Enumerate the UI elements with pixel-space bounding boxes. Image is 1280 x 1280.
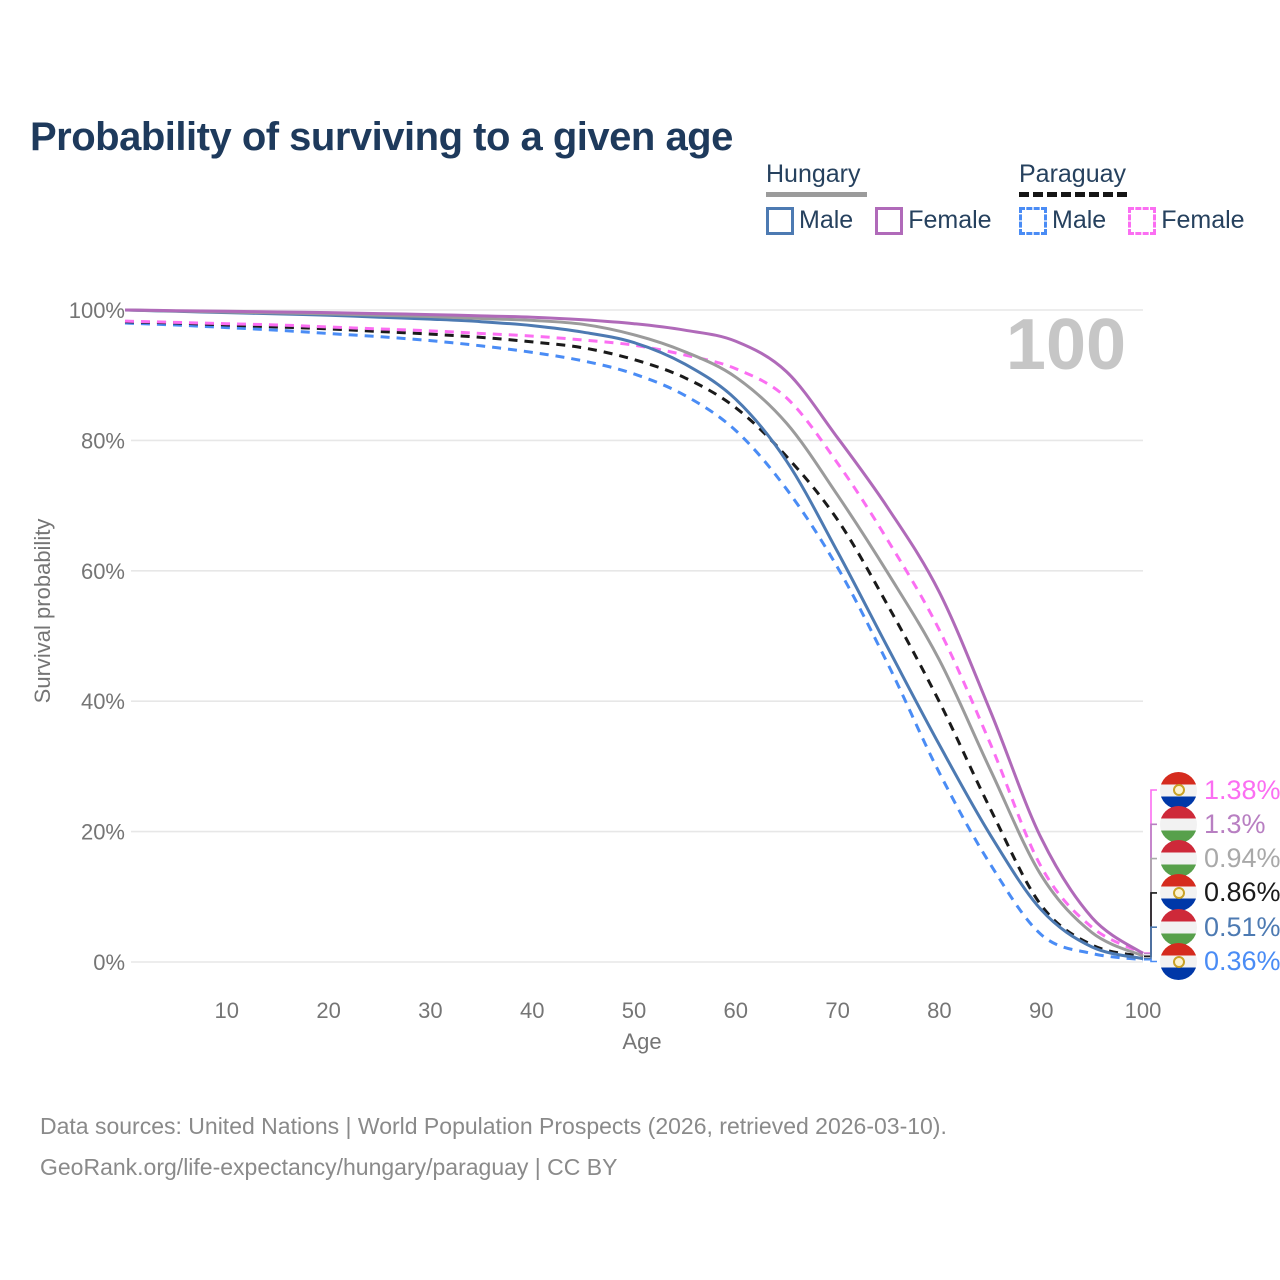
footer: Data sources: United Nations | World Pop… <box>40 1106 947 1188</box>
hungary-flag-icon <box>1160 805 1197 843</box>
x-tick-label: 60 <box>724 998 748 1023</box>
curve-hungary-average[interactable] <box>124 308 1144 958</box>
hovered-age-watermark: 100 <box>1006 305 1126 385</box>
x-axis-ticks: 10 20 30 40 50 60 70 80 90 100 <box>215 998 1162 1023</box>
legend-heading-hungary: Hungary <box>766 160 861 188</box>
legend-line-sample-solid <box>766 192 867 197</box>
end-label-row-hungary-average: 0.94% <box>1160 840 1280 878</box>
x-tick-label: 40 <box>520 998 544 1023</box>
x-tick-label: 20 <box>316 998 340 1023</box>
curve-paraguay-male[interactable] <box>124 321 1144 962</box>
y-tick-label: 80% <box>81 428 125 453</box>
legend-label-paraguay-female: Female <box>1161 206 1245 234</box>
x-axis-title: Age <box>622 1029 661 1054</box>
x-tick-label: 70 <box>825 998 849 1023</box>
footer-sources: Data sources: United Nations | World Pop… <box>40 1113 947 1139</box>
legend-swatch-hungary-female <box>875 206 904 235</box>
end-label-value: 0.36% <box>1204 946 1280 976</box>
legend-label-hungary-female: Female <box>908 206 992 234</box>
label-connectors <box>1144 789 1157 963</box>
x-tick-label: 50 <box>622 998 646 1023</box>
x-tick-label: 80 <box>927 998 951 1023</box>
y-tick-label: 40% <box>81 689 125 714</box>
y-tick-label: 0% <box>93 950 125 975</box>
hungary-flag-icon <box>1160 908 1197 946</box>
gridlines <box>131 309 1143 963</box>
legend-line-sample-dashed <box>1019 192 1127 197</box>
end-label-value: 1.38% <box>1204 774 1280 805</box>
y-axis-title: Survival probability <box>30 519 55 704</box>
survival-curves <box>124 308 1144 962</box>
x-tick-label: 30 <box>418 998 442 1023</box>
legend-group-hungary: Hungary Male Female <box>766 160 992 235</box>
legend-item-hungary-female[interactable]: Female <box>875 206 992 235</box>
end-label-row-hungary-female: 1.3% <box>1160 805 1266 843</box>
y-tick-label: 20% <box>81 820 125 845</box>
curve-paraguay-female[interactable] <box>124 319 1144 955</box>
x-tick-label: 10 <box>215 998 239 1023</box>
legend-item-paraguay-male[interactable]: Male <box>1019 206 1106 235</box>
end-label-value: 0.86% <box>1204 877 1280 908</box>
legend-swatch-hungary-male <box>766 206 794 235</box>
paraguay-flag-icon <box>1160 874 1197 912</box>
legend-group-paraguay: Paraguay Male Female <box>1019 160 1245 235</box>
legend-swatch-paraguay-female <box>1128 206 1157 235</box>
end-label-row-hungary-male: 0.51% <box>1160 908 1280 946</box>
legend-item-paraguay-female[interactable]: Female <box>1128 206 1245 235</box>
x-tick-label: 90 <box>1029 998 1053 1023</box>
end-label-value: 0.51% <box>1204 911 1280 942</box>
curve-paraguay-average[interactable] <box>124 320 1144 958</box>
legend-label-paraguay-male: Male <box>1052 206 1107 234</box>
hungary-flag-icon <box>1160 840 1197 878</box>
label-connector <box>1144 958 1157 963</box>
end-label-row-paraguay-male: 0.36% <box>1160 943 1280 981</box>
footer-attribution: GeoRank.org/life-expectancy/hungary/para… <box>40 1154 618 1180</box>
y-axis-ticks: 0% 20% 40% 60% 80% 100% <box>69 298 125 975</box>
end-label-row-paraguay-average: 0.86% <box>1160 874 1280 912</box>
end-label-row-paraguay-female: 1.38% <box>1160 771 1280 809</box>
end-label-value: 1.3% <box>1204 808 1266 839</box>
paraguay-flag-icon <box>1160 943 1197 980</box>
end-label-value: 0.94% <box>1204 843 1280 874</box>
legend-item-hungary-male[interactable]: Male <box>766 206 853 235</box>
paraguay-flag-icon <box>1160 771 1197 809</box>
x-tick-label: 100 <box>1125 998 1162 1023</box>
curve-hungary-female[interactable] <box>124 308 1144 955</box>
legend-swatch-paraguay-male <box>1019 206 1047 235</box>
legend-heading-paraguay: Paraguay <box>1019 160 1127 188</box>
label-connector <box>1144 926 1157 960</box>
y-tick-label: 100% <box>69 298 125 323</box>
page-title: Probability of surviving to a given age <box>30 114 733 159</box>
legend-label-hungary-male: Male <box>799 206 854 234</box>
y-tick-label: 60% <box>81 559 125 584</box>
label-connector <box>1144 892 1157 958</box>
curve-hungary-male[interactable] <box>124 308 1144 961</box>
